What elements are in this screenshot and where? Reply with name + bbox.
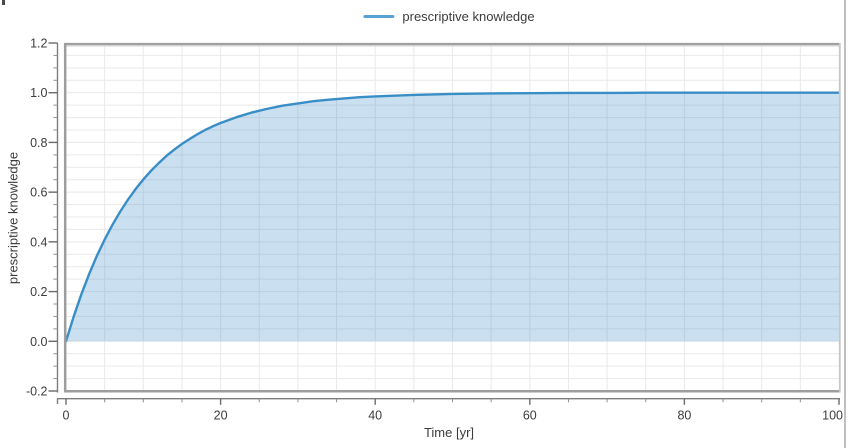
series-area-fill bbox=[66, 92, 839, 342]
pane-divider bbox=[844, 0, 846, 448]
legend-line-swatch bbox=[363, 15, 395, 18]
series-line bbox=[64, 91, 841, 343]
x-axis-title: Time [yr] bbox=[423, 425, 475, 440]
y-tick-label: 0.8 bbox=[30, 136, 47, 150]
y-tick-label: 0.6 bbox=[30, 186, 47, 200]
x-tick-label: 60 bbox=[523, 409, 537, 423]
window-edge-mark bbox=[2, 0, 5, 5]
axes: -0.2 0.0 0.2 0.4 0.6 0.8 1.0 1.2 0 20 40 60 80 100 bbox=[26, 37, 843, 423]
legend-label: prescriptive knowledge bbox=[402, 9, 535, 24]
y-tick-label: -0.2 bbox=[26, 385, 48, 399]
x-tick-label: 20 bbox=[214, 409, 228, 423]
y-tick-label: 1.0 bbox=[30, 86, 47, 100]
y-tick-label: 0.2 bbox=[30, 285, 47, 299]
y-axis-title: prescriptive knowledge bbox=[5, 151, 21, 285]
x-tick-label: 40 bbox=[368, 409, 382, 423]
y-tick-label: 0.4 bbox=[30, 235, 47, 249]
x-tick-label: 80 bbox=[677, 409, 691, 423]
legend: prescriptive knowledge bbox=[363, 9, 535, 24]
y-tick-label: 1.2 bbox=[30, 37, 47, 51]
y-tick-label: 0.0 bbox=[30, 335, 47, 349]
x-tick-label: 0 bbox=[63, 409, 70, 423]
gridlines bbox=[66, 43, 839, 391]
x-tick-label: 100 bbox=[822, 409, 843, 423]
plot-border bbox=[63, 42, 841, 393]
